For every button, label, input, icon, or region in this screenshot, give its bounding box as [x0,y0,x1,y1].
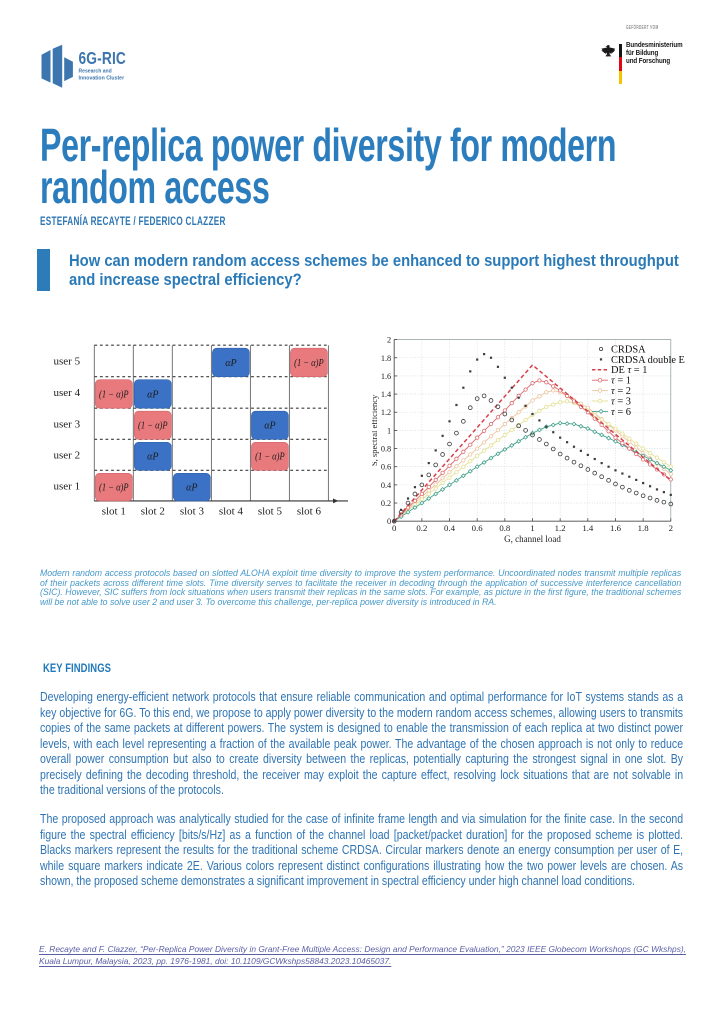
svg-text:0.6: 0.6 [381,463,391,472]
svg-text:(1 − α)P: (1 − α)P [138,421,168,432]
svg-text:τ = 3: τ = 3 [611,396,631,407]
svg-text:(1 − α)P: (1 − α)P [294,358,324,369]
svg-text:1.6: 1.6 [381,372,391,381]
svg-text:CRDSA double E: CRDSA double E [611,355,685,366]
svg-text:slot 5: slot 5 [258,506,283,518]
svg-text:slot 6: slot 6 [297,506,322,518]
svg-text:DE τ = 1: DE τ = 1 [611,365,647,376]
svg-text:user 2: user 2 [54,450,81,462]
svg-text:user 3: user 3 [54,419,81,431]
svg-text:1.4: 1.4 [381,390,392,399]
svg-text:1.4: 1.4 [582,523,594,533]
svg-text:τ = 2: τ = 2 [611,386,631,397]
svg-text:αP: αP [264,421,275,432]
svg-text:1: 1 [530,523,534,533]
svg-text:slot 3: slot 3 [180,506,205,518]
svg-text:(1 − α)P: (1 − α)P [99,483,129,494]
svg-text:0: 0 [387,517,391,526]
svg-text:user 4: user 4 [54,387,81,399]
svg-text:αP: αP [186,483,197,494]
svg-text:1.8: 1.8 [638,523,650,533]
svg-text:1.2: 1.2 [555,523,566,533]
svg-text:G, channel load: G, channel load [504,534,561,544]
svg-text:0.4: 0.4 [444,523,456,533]
svg-text:1: 1 [387,426,391,435]
svg-text:0.2: 0.2 [416,523,427,533]
svg-text:slot 2: slot 2 [141,506,165,518]
svg-text:αP: αP [147,389,158,400]
svg-text:0: 0 [392,523,397,533]
svg-text:CRDSA: CRDSA [611,344,646,355]
svg-text:6G-RIC: 6G-RIC [79,48,127,68]
svg-text:Research and: Research and [79,69,113,75]
svg-text:1.8: 1.8 [381,354,391,363]
svg-text:(1 − α)P: (1 − α)P [255,452,285,463]
svg-text:(1 − α)P: (1 − α)P [99,389,129,400]
svg-text:0.2: 0.2 [381,499,391,508]
svg-text:S, spectral efficiency: S, spectral efficiency [372,394,379,466]
svg-text:τ = 6: τ = 6 [611,407,631,418]
svg-text:0.6: 0.6 [472,523,484,533]
svg-text:user 1: user 1 [54,480,81,492]
svg-text:2: 2 [387,336,391,345]
svg-text:user 5: user 5 [54,356,81,368]
svg-text:1.2: 1.2 [381,408,391,417]
svg-text:0.4: 0.4 [381,481,392,490]
svg-text:αP: αP [147,452,158,463]
svg-text:slot 1: slot 1 [102,506,126,518]
svg-text:0.8: 0.8 [499,523,511,533]
svg-text:αP: αP [225,358,236,369]
svg-text:2: 2 [669,523,673,533]
svg-text:slot 4: slot 4 [219,506,244,518]
svg-text:τ = 1: τ = 1 [611,376,631,387]
svg-text:1.6: 1.6 [610,523,622,533]
svg-text:0.8: 0.8 [381,445,391,454]
svg-text:Innovation Cluster: Innovation Cluster [79,75,125,81]
